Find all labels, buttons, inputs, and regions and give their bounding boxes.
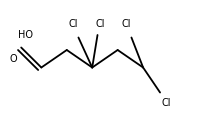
Text: Cl: Cl	[68, 19, 78, 29]
Text: Cl: Cl	[161, 98, 171, 108]
Text: HO: HO	[18, 30, 33, 40]
Text: Cl: Cl	[96, 19, 105, 29]
Text: Cl: Cl	[121, 19, 131, 29]
Text: O: O	[10, 54, 17, 64]
